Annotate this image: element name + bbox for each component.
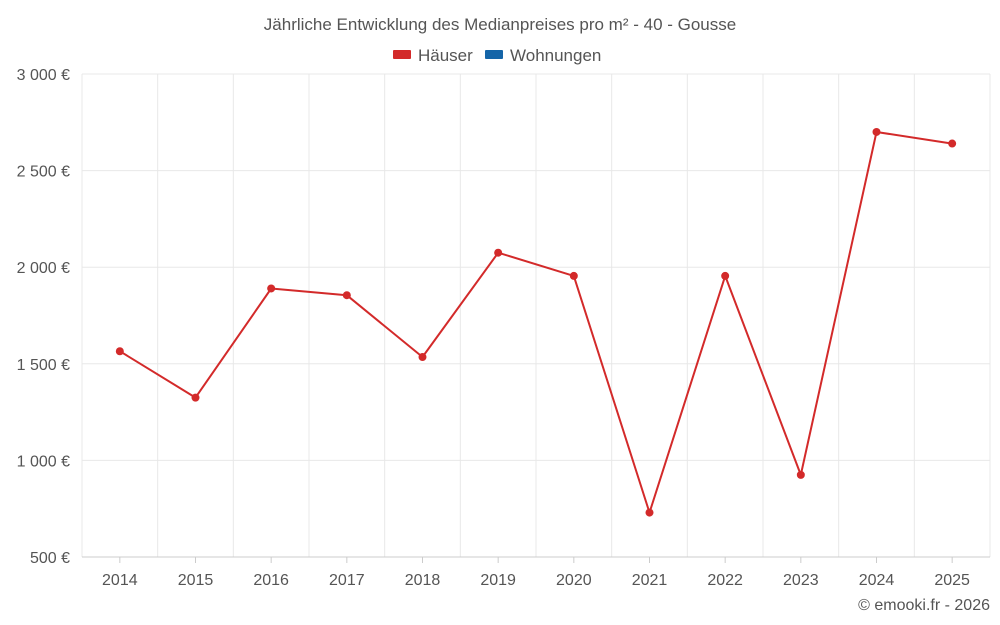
data-point[interactable]: [872, 127, 881, 136]
y-tick-label: 1 000 €: [17, 453, 70, 470]
legend-item-wohnungen[interactable]: Wohnungen: [485, 46, 601, 65]
x-tick-label: 2019: [480, 572, 516, 589]
data-point[interactable]: [418, 353, 427, 362]
x-tick-label: 2016: [253, 572, 289, 589]
x-tick-label: 2020: [556, 572, 592, 589]
chart-title: Jährliche Entwicklung des Medianpreises …: [264, 15, 736, 34]
plot-area: 500 € 1 000 € 1 500 € 2 000 € 2 500 € 3 000 €…: [17, 67, 991, 589]
series-line-0: [119, 131, 953, 514]
x-tick-label: 2014: [102, 572, 138, 589]
data-point[interactable]: [796, 470, 805, 479]
data-point[interactable]: [342, 291, 351, 300]
credit-text: © emooki.fr - 2026: [858, 597, 990, 614]
y-tick-label: 3 000 €: [17, 67, 70, 84]
legend-label-haeuser: Häuser: [418, 46, 473, 65]
y-tick-label: 500 €: [30, 550, 70, 567]
legend: Häuser Wohnungen: [393, 46, 601, 65]
y-tick-label: 2 000 €: [17, 260, 70, 277]
y-tick-label: 2 500 €: [17, 164, 70, 181]
data-point[interactable]: [191, 393, 200, 402]
x-tick-label: 2023: [783, 572, 819, 589]
data-point[interactable]: [267, 284, 276, 293]
y-tick-label: 1 500 €: [17, 357, 70, 374]
legend-label-wohnungen: Wohnungen: [510, 46, 601, 65]
data-point[interactable]: [645, 508, 654, 517]
data-point[interactable]: [721, 271, 730, 280]
data-point[interactable]: [494, 248, 503, 257]
data-point[interactable]: [569, 271, 578, 280]
x-tick-label: 2017: [329, 572, 365, 589]
x-tick-label: 2018: [405, 572, 441, 589]
legend-item-haeuser[interactable]: Häuser: [393, 46, 473, 65]
legend-swatch-haeuser: [393, 50, 411, 59]
x-tick-label: 2021: [632, 572, 668, 589]
x-tick-label: 2022: [707, 572, 743, 589]
x-tick-label: 2025: [934, 572, 970, 589]
x-tick-label: 2024: [859, 572, 895, 589]
x-tick-label: 2015: [178, 572, 214, 589]
data-point[interactable]: [948, 139, 957, 148]
legend-swatch-wohnungen: [485, 50, 503, 59]
data-point[interactable]: [115, 347, 124, 356]
